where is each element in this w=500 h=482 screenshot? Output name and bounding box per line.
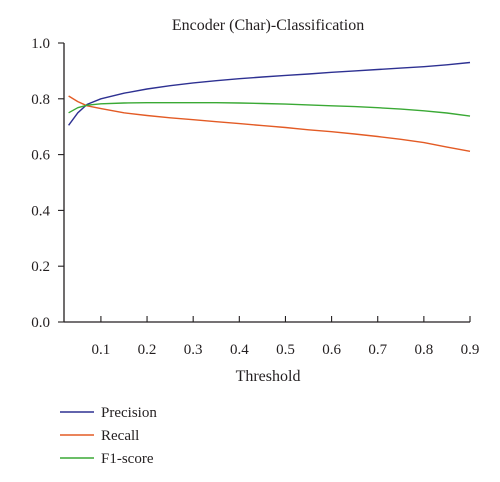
x-tick-label: 0.4 bbox=[230, 342, 249, 358]
legend: Precision Recall F1-score bbox=[60, 405, 157, 467]
x-tick-label: 0.3 bbox=[184, 342, 203, 358]
axis-ticks: 0.0 0.2 0.4 0.6 0.8 1.0 0.1 0.2 0.3 0.4 0.5 0.6 0.7 0… bbox=[31, 36, 479, 358]
series-line-precision bbox=[68, 61, 471, 126]
x-tick-label: 0.2 bbox=[138, 342, 157, 358]
x-tick-label: 0.5 bbox=[276, 342, 295, 358]
x-tick-label: 0.7 bbox=[368, 342, 387, 358]
x-tick-label: 0.8 bbox=[414, 342, 433, 358]
y-tick-label: 1.0 bbox=[31, 36, 50, 52]
x-axis-label: Threshold bbox=[236, 368, 301, 385]
y-tick-label: 0.4 bbox=[31, 203, 50, 219]
legend-label: Precision bbox=[101, 405, 157, 421]
y-tick-label: 0.8 bbox=[31, 92, 50, 108]
x-tick-label: 0.6 bbox=[322, 342, 341, 358]
legend-label: F1-score bbox=[101, 451, 154, 467]
series-lines bbox=[68, 61, 471, 152]
y-tick-label: 0.2 bbox=[31, 259, 50, 275]
axes bbox=[63, 43, 470, 323]
legend-label: Recall bbox=[101, 428, 139, 444]
x-tick-label: 0.1 bbox=[92, 342, 111, 358]
x-tick-label: 0.9 bbox=[461, 342, 480, 358]
y-tick-label: 0.6 bbox=[31, 148, 50, 164]
chart-title: Encoder (Char)-Classification bbox=[172, 17, 364, 34]
series-line-recall bbox=[68, 95, 471, 152]
series-line-f1-score bbox=[68, 101, 471, 117]
y-tick-label: 0.0 bbox=[31, 315, 50, 331]
